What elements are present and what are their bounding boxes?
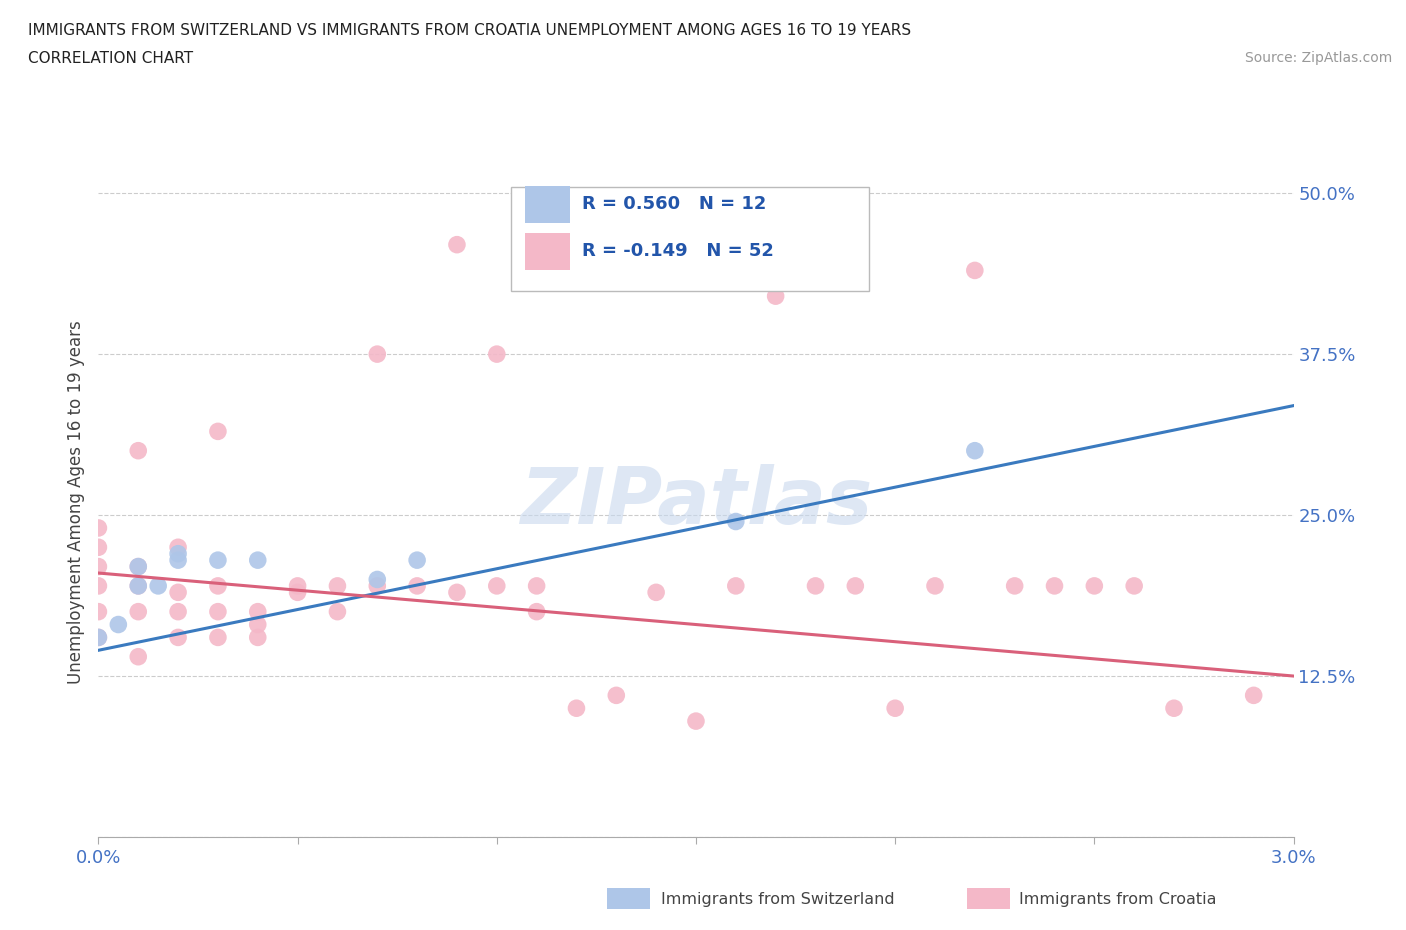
Point bbox=[406, 552, 429, 567]
Point bbox=[645, 585, 668, 600]
Point bbox=[87, 604, 110, 619]
Point bbox=[207, 630, 229, 644]
Point bbox=[87, 578, 110, 593]
Point bbox=[963, 263, 986, 278]
Point bbox=[167, 546, 190, 561]
Bar bbox=[524, 232, 571, 270]
FancyBboxPatch shape bbox=[510, 188, 869, 291]
Point bbox=[884, 701, 907, 716]
Point bbox=[246, 630, 269, 644]
Point bbox=[246, 604, 269, 619]
Point bbox=[685, 713, 707, 728]
Point bbox=[366, 572, 388, 587]
Point bbox=[366, 578, 388, 593]
Point bbox=[127, 444, 149, 458]
Point bbox=[167, 630, 190, 644]
Point bbox=[765, 288, 787, 303]
Point bbox=[1243, 688, 1265, 703]
Text: IMMIGRANTS FROM SWITZERLAND VS IMMIGRANTS FROM CROATIA UNEMPLOYMENT AMONG AGES 1: IMMIGRANTS FROM SWITZERLAND VS IMMIGRANT… bbox=[28, 23, 911, 38]
Point bbox=[127, 578, 149, 593]
Point bbox=[1123, 578, 1146, 593]
Point bbox=[446, 237, 468, 252]
Point bbox=[207, 424, 229, 439]
Point bbox=[246, 618, 269, 632]
Point bbox=[1043, 578, 1066, 593]
Point bbox=[127, 559, 149, 574]
Point bbox=[127, 559, 149, 574]
Point bbox=[287, 585, 309, 600]
Text: CORRELATION CHART: CORRELATION CHART bbox=[28, 51, 193, 66]
Point bbox=[1083, 578, 1105, 593]
Point bbox=[148, 578, 170, 593]
Text: Immigrants from Switzerland: Immigrants from Switzerland bbox=[661, 892, 894, 907]
Text: Immigrants from Croatia: Immigrants from Croatia bbox=[1019, 892, 1216, 907]
Point bbox=[326, 604, 349, 619]
Point bbox=[844, 578, 866, 593]
Text: R = 0.560   N = 12: R = 0.560 N = 12 bbox=[582, 195, 766, 213]
Bar bbox=[524, 186, 571, 222]
Point bbox=[246, 552, 269, 567]
Text: Source: ZipAtlas.com: Source: ZipAtlas.com bbox=[1244, 51, 1392, 65]
Y-axis label: Unemployment Among Ages 16 to 19 years: Unemployment Among Ages 16 to 19 years bbox=[66, 320, 84, 684]
Point bbox=[87, 630, 110, 644]
Point bbox=[167, 552, 190, 567]
Point bbox=[167, 539, 190, 554]
Point bbox=[167, 585, 190, 600]
Point bbox=[1004, 578, 1026, 593]
Point bbox=[127, 649, 149, 664]
Point bbox=[485, 347, 508, 362]
Point bbox=[87, 559, 110, 574]
Point bbox=[87, 521, 110, 536]
Point bbox=[924, 578, 946, 593]
Point bbox=[963, 444, 986, 458]
Text: R = -0.149   N = 52: R = -0.149 N = 52 bbox=[582, 242, 775, 260]
Point bbox=[1163, 701, 1185, 716]
Point bbox=[485, 578, 508, 593]
Point bbox=[167, 604, 190, 619]
Point bbox=[326, 578, 349, 593]
Point bbox=[526, 578, 548, 593]
Point bbox=[207, 552, 229, 567]
Point bbox=[446, 585, 468, 600]
Point bbox=[605, 688, 627, 703]
Point bbox=[287, 578, 309, 593]
Point bbox=[724, 514, 747, 529]
Point bbox=[127, 604, 149, 619]
Point bbox=[207, 604, 229, 619]
Point bbox=[526, 604, 548, 619]
Point bbox=[127, 578, 149, 593]
Point bbox=[87, 539, 110, 554]
Point bbox=[87, 630, 110, 644]
Point bbox=[366, 347, 388, 362]
Point bbox=[724, 578, 747, 593]
Text: ZIPatlas: ZIPatlas bbox=[520, 464, 872, 540]
Point bbox=[804, 578, 827, 593]
Point bbox=[107, 618, 129, 632]
Point bbox=[207, 578, 229, 593]
Point bbox=[565, 701, 588, 716]
Point bbox=[406, 578, 429, 593]
